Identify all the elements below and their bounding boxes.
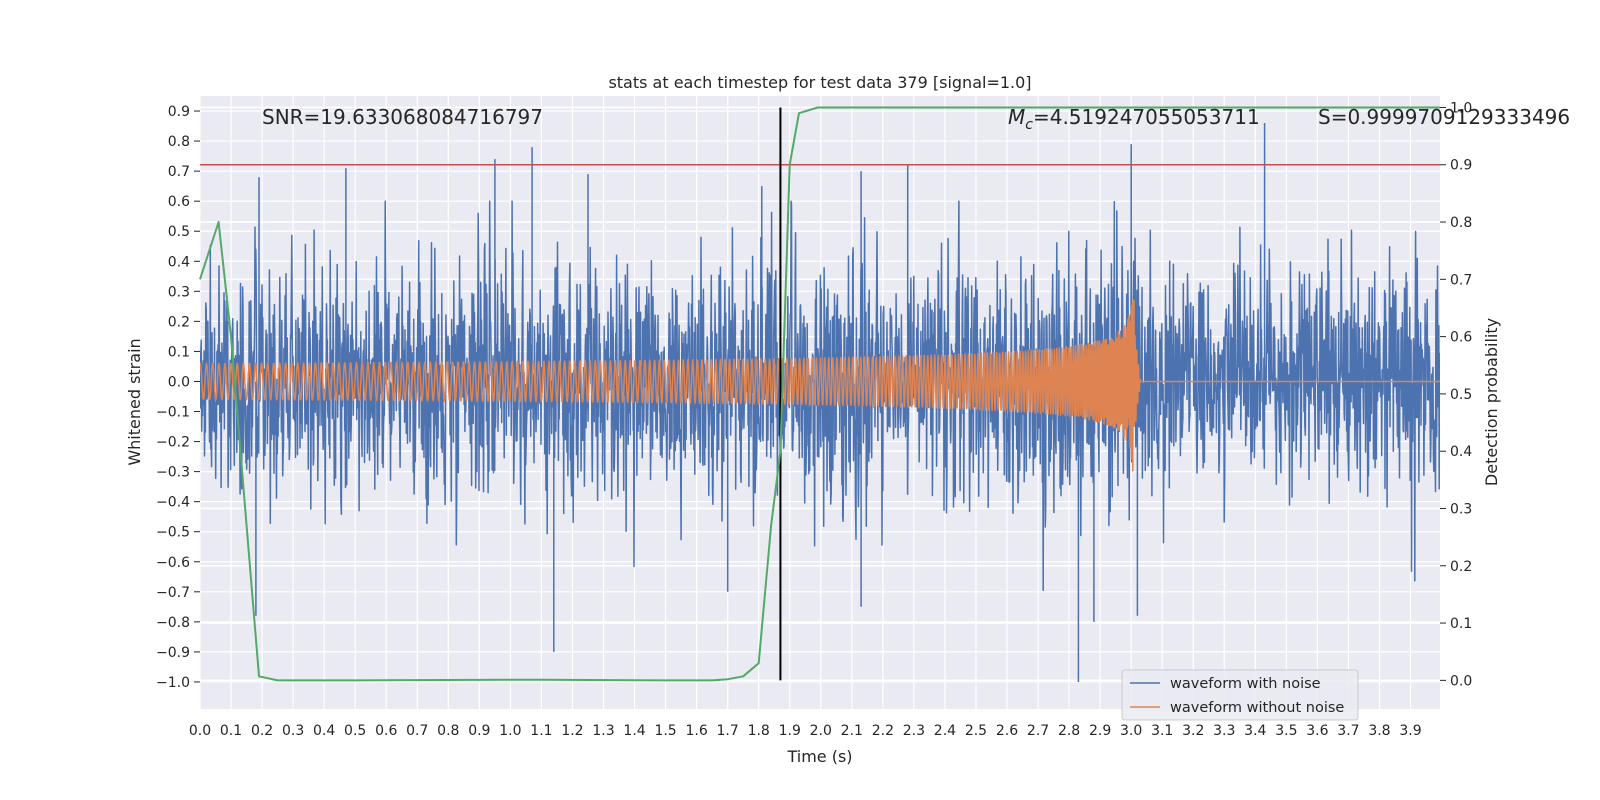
x-tick-label: 1.3 bbox=[592, 723, 614, 739]
y2-tick-label: 0.8 bbox=[1450, 215, 1472, 231]
x-tick-label: 3.9 bbox=[1399, 723, 1421, 739]
y2-tick-label: 1.0 bbox=[1450, 100, 1472, 116]
y-tick-label: 0.7 bbox=[168, 164, 190, 180]
x-tick-label: 2.7 bbox=[1027, 723, 1049, 739]
y-axis-ticks: 0.9 0.8 0.7 0.6 0.5 0.4 0.3 0.2 0.1 0.0 −0.1 −0.2 −0… bbox=[156, 104, 200, 691]
x-tick-label: 3.5 bbox=[1275, 723, 1297, 739]
chirp-mass-annotation: Mc=4.519247055053711 bbox=[1008, 105, 1260, 133]
legend-box bbox=[1121, 669, 1359, 721]
y-tick-label: 0.0 bbox=[168, 374, 190, 390]
y-tick-label: −0.6 bbox=[156, 555, 190, 571]
x-tick-label: 3.2 bbox=[1182, 723, 1204, 739]
x-tick-label: 3.0 bbox=[1120, 723, 1142, 739]
x-tick-label: 1.0 bbox=[499, 723, 521, 739]
x-tick-label: 0.3 bbox=[282, 723, 304, 739]
y-tick-label: −0.5 bbox=[156, 525, 190, 541]
x-tick-label: 1.8 bbox=[748, 723, 770, 739]
x-axis-ticks: 0.0 0.1 0.2 0.3 0.4 0.5 0.6 0.7 0.8 0.9 1.0 1.1 1.2 1… bbox=[189, 723, 1422, 739]
y2-tick-label: 0.5 bbox=[1450, 387, 1472, 403]
y2-tick-label: 0.3 bbox=[1450, 501, 1472, 517]
y-tick-label: 0.6 bbox=[168, 194, 190, 210]
x-tick-label: 0.1 bbox=[220, 723, 242, 739]
y-tick-label: −0.8 bbox=[156, 615, 190, 631]
x-tick-label: 2.0 bbox=[810, 723, 832, 739]
y2-axis-label: Detection probability bbox=[1482, 318, 1501, 486]
y-tick-label: 0.8 bbox=[168, 134, 190, 150]
x-axis-label: Time (s) bbox=[786, 747, 852, 766]
x-tick-label: 0.4 bbox=[313, 723, 335, 739]
y-tick-label: −0.4 bbox=[156, 495, 190, 511]
x-tick-label: 1.6 bbox=[685, 723, 707, 739]
x-tick-label: 0.0 bbox=[189, 723, 211, 739]
y-tick-label: −0.1 bbox=[156, 405, 190, 421]
y2-tick-label: 0.1 bbox=[1450, 616, 1472, 632]
y-tick-label: 0.5 bbox=[168, 224, 190, 240]
chirp-mass-value: =4.519247055053711 bbox=[1033, 105, 1260, 129]
snr-annotation: SNR=19.633068084716797 bbox=[262, 105, 543, 129]
y2-tick-label: 0.4 bbox=[1450, 444, 1472, 460]
x-tick-label: 1.2 bbox=[561, 723, 583, 739]
legend-label-noise: waveform with noise bbox=[1170, 676, 1321, 692]
chirp-mass-symbol: M bbox=[1008, 105, 1025, 129]
x-tick-label: 1.1 bbox=[530, 723, 552, 739]
y-tick-label: −1.0 bbox=[156, 675, 190, 691]
y2-axis-ticks: 1.0 0.9 0.8 0.7 0.6 0.5 0.4 0.3 0.2 0.1 0.0 bbox=[1440, 100, 1472, 689]
y-tick-label: −0.9 bbox=[156, 645, 190, 661]
x-tick-label: 0.7 bbox=[406, 723, 428, 739]
x-tick-label: 2.2 bbox=[872, 723, 894, 739]
score-annotation: S=0.9999709129333496 bbox=[1318, 105, 1570, 129]
x-tick-label: 2.1 bbox=[841, 723, 863, 739]
x-tick-label: 2.5 bbox=[965, 723, 987, 739]
y-axis-label: Whitened strain bbox=[125, 338, 144, 465]
y-tick-label: 0.1 bbox=[168, 344, 190, 360]
y-tick-label: 0.9 bbox=[168, 104, 190, 120]
detection-probability-line bbox=[199, 106, 1440, 682]
x-tick-label: 2.6 bbox=[996, 723, 1018, 739]
x-tick-label: 1.9 bbox=[779, 723, 801, 739]
waveform-without-noise-line bbox=[200, 299, 1440, 472]
x-tick-label: 0.5 bbox=[344, 723, 366, 739]
chirp-mass-subscript: c bbox=[1025, 117, 1033, 133]
y-tick-label: 0.3 bbox=[168, 284, 190, 300]
x-tick-label: 1.4 bbox=[623, 723, 645, 739]
x-tick-label: 2.3 bbox=[903, 723, 925, 739]
x-tick-label: 2.9 bbox=[1089, 723, 1111, 739]
x-tick-label: 3.7 bbox=[1337, 723, 1359, 739]
y2-tick-label: 0.0 bbox=[1450, 673, 1472, 689]
y2-tick-label: 0.7 bbox=[1450, 272, 1472, 288]
x-tick-label: 3.3 bbox=[1213, 723, 1235, 739]
y-tick-label: −0.2 bbox=[156, 435, 190, 451]
legend: waveform with noise waveform without noi… bbox=[1121, 669, 1359, 721]
x-tick-label: 3.8 bbox=[1368, 723, 1390, 739]
y-tick-label: 0.2 bbox=[168, 314, 190, 330]
x-tick-label: 0.2 bbox=[251, 723, 273, 739]
x-tick-label: 3.6 bbox=[1306, 723, 1328, 739]
x-tick-label: 2.4 bbox=[934, 723, 956, 739]
x-tick-label: 3.4 bbox=[1244, 723, 1266, 739]
x-tick-label: 0.9 bbox=[468, 723, 490, 739]
x-tick-label: 0.8 bbox=[437, 723, 459, 739]
y-tick-label: 0.4 bbox=[168, 254, 190, 270]
x-tick-label: 1.5 bbox=[654, 723, 676, 739]
x-tick-label: 0.6 bbox=[375, 723, 397, 739]
x-tick-label: 3.1 bbox=[1151, 723, 1173, 739]
legend-label-clean: waveform without noise bbox=[1170, 700, 1344, 716]
x-tick-label: 2.8 bbox=[1058, 723, 1080, 739]
y2-tick-label: 0.6 bbox=[1450, 330, 1472, 346]
y-tick-label: −0.7 bbox=[156, 585, 190, 601]
chart-title: stats at each timestep for test data 379… bbox=[608, 73, 1031, 92]
y-tick-label: −0.3 bbox=[156, 465, 190, 481]
y2-tick-label: 0.2 bbox=[1450, 559, 1472, 575]
x-tick-label: 1.7 bbox=[717, 723, 739, 739]
y2-tick-label: 0.9 bbox=[1450, 158, 1472, 174]
